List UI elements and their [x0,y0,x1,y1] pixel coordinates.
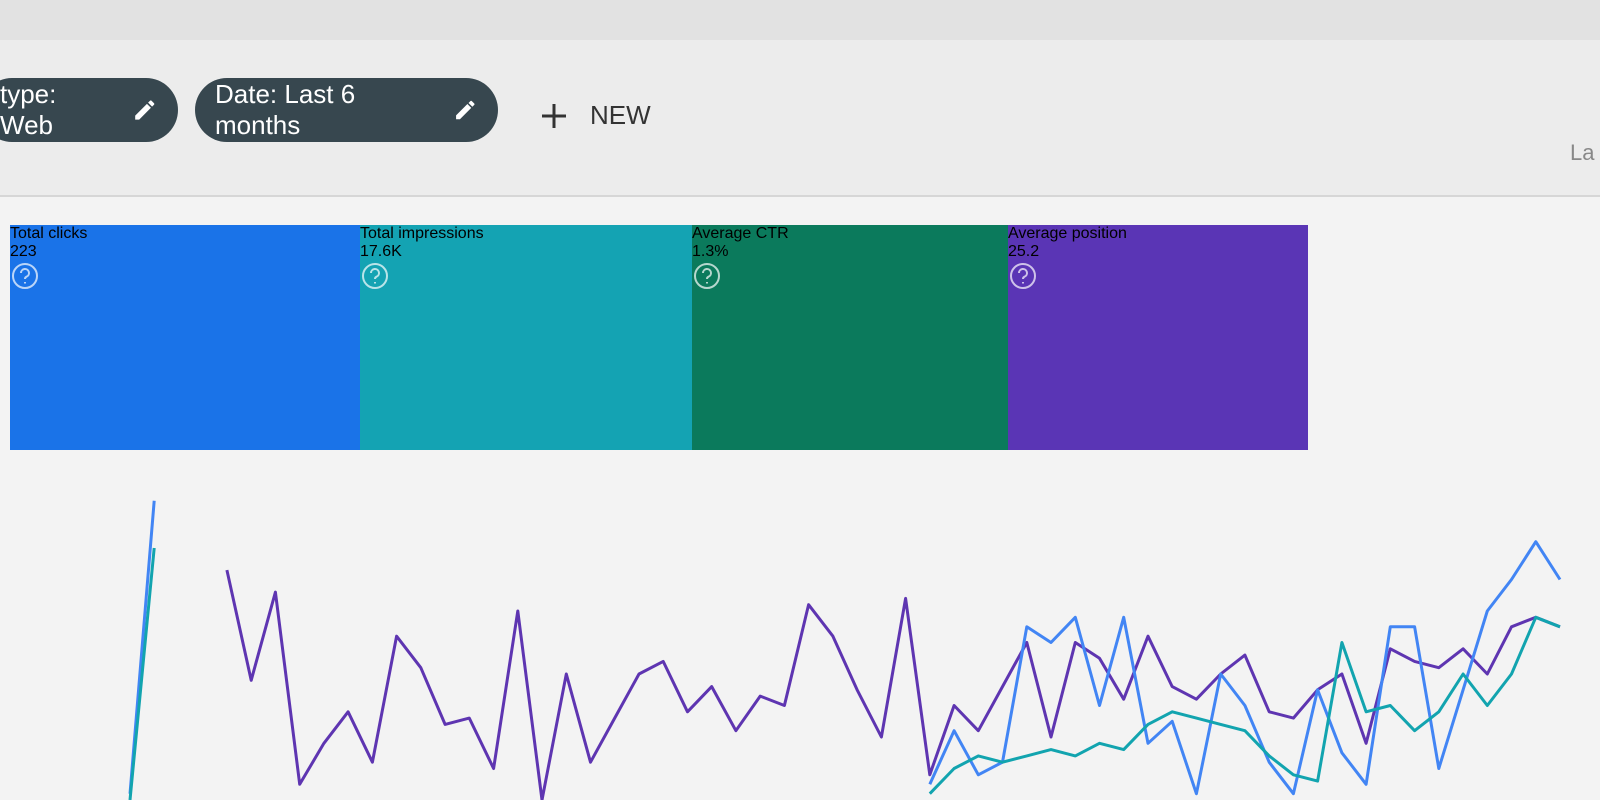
metric-label: Total clicks [10,225,88,242]
metric-value: 17.6K [360,243,402,260]
chip-label: type: Web [0,79,57,140]
help-circle [694,263,720,289]
help-icon [1010,263,1036,289]
new-button[interactable]: NEW [540,100,651,131]
top-strip [0,0,1600,40]
help-circle [1010,263,1036,289]
metric-label: Average CTR [692,225,789,242]
series-line [128,500,1562,796]
help-glyph [1018,268,1028,284]
series-line [225,569,1561,800]
filter-chip[interactable]: Date: Last 6 months [195,78,498,142]
help-glyph [20,268,30,284]
help-glyph [702,268,712,284]
series-line [128,547,1561,800]
help-circle [12,263,38,289]
metric-label: Average position [1008,225,1127,242]
help-icon [12,263,38,289]
performance-chart [128,500,1562,800]
plus-icon [542,103,566,128]
metric-value: 1.3% [692,243,729,260]
right-label: La [1570,140,1595,165]
edit-icon [135,100,155,120]
chip-label: Date: Last 6 months [215,79,356,140]
help-icon [362,263,388,289]
help-icon [694,263,720,289]
metric-value: 25.2 [1008,243,1040,260]
metric-value: 223 [10,243,37,260]
edit-icon [456,100,475,120]
metric-cards: Total clicks 223 Total impressions 17.6K Ave… [10,225,1308,450]
help-circle [362,263,388,289]
metric-card[interactable]: Total impressions 17.6K [360,225,692,450]
help-glyph [370,268,380,284]
metric-label: Total impressions [360,225,484,242]
metric-card[interactable]: Average position 25.2 [1008,225,1308,450]
metric-card[interactable]: Average CTR 1.3% [692,225,1008,450]
filter-chip[interactable]: type: Web [0,78,178,142]
metric-card[interactable]: Total clicks 223 [10,225,360,450]
toolbar: type: Web Date: Last 6 months NEW La [0,0,1600,197]
new-label: NEW [590,100,651,130]
